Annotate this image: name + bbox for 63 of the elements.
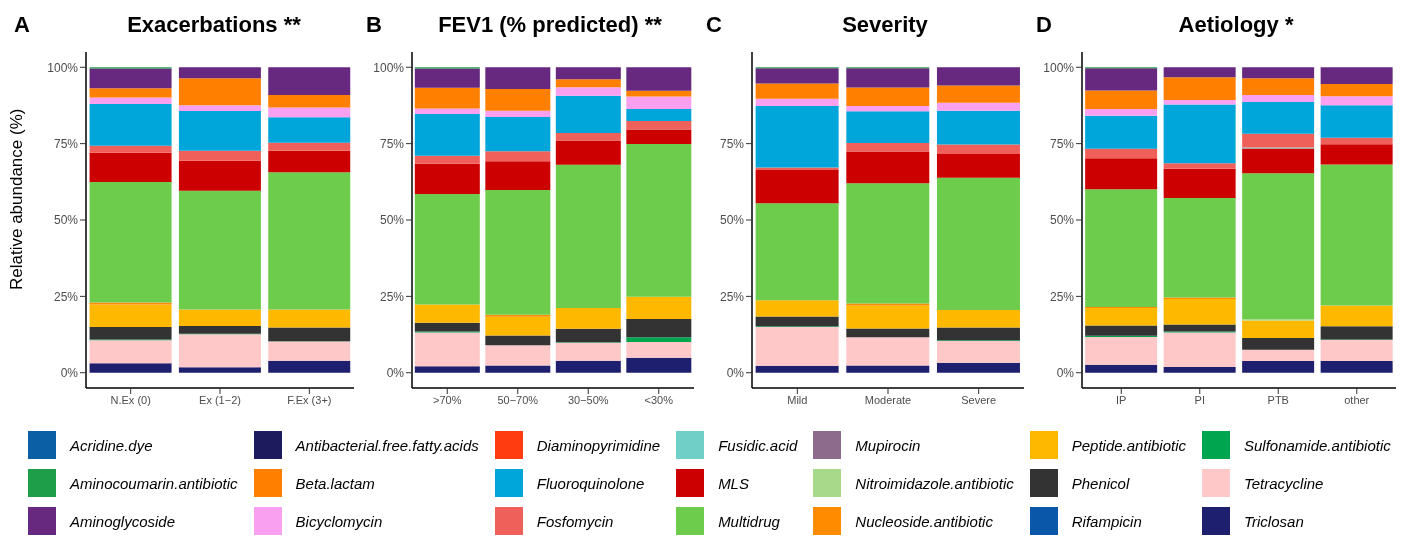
legend-label: MLS [718,474,749,492]
legend-label: Sulfonamide.antibiotic [1243,436,1391,454]
y-tick-label: 100% [47,60,79,75]
x-tick-label: 50−70% [497,393,539,406]
chart-title: Exacerbations ** [127,12,301,37]
legend-label: Rifampicin [1071,512,1142,530]
y-tick-label: 50% [719,213,745,228]
x-tick-label: 30−50% [567,393,609,406]
legend-label: Peptide.antibiotic [1071,436,1186,454]
y-tick-label: 25% [53,289,79,304]
legend-label: Fluoroquinolone [536,474,645,492]
y-tick-label: 25% [1049,289,1075,304]
legend-label: Acridine.dye [70,436,153,454]
y-tick-label: 75% [379,136,405,151]
text: B [366,12,382,38]
x-tick-label: PTB [1267,393,1289,406]
y-tick-label: 75% [1049,136,1075,151]
legend-label: Beta.lactam [295,474,375,492]
x-tick-label: PI [1194,393,1205,406]
x-tick-label: F.Ex (3+) [287,393,332,406]
legend-label: Nucleoside.antibiotic [855,512,993,530]
x-tick-label: Moderate [864,393,912,406]
y-tick-label: 0% [1056,365,1075,380]
chart-title: FEV1 (% predicted) ** [438,12,662,37]
legend-label: Antibacterial.free.fatty.acids [295,436,479,454]
legend-label: Aminocoumarin.antibiotic [70,474,238,492]
text: C [706,12,722,38]
chart-title: Severity [842,12,928,37]
text: A [14,12,30,38]
x-tick-label: other [1344,393,1370,406]
y-tick-label: 0% [726,365,745,380]
y-tick-label: 25% [719,289,745,304]
legend-label: Aminoglycoside [70,512,176,530]
y-tick-label: 50% [379,213,405,228]
legend-label: Fusidic.acid [718,436,798,454]
y-tick-label: 0% [60,365,79,380]
y-tick-label: 100% [373,60,405,75]
legend-label: Phenicol [1071,474,1130,492]
legend-label: Mupirocin [855,436,921,454]
legend-label: Bicyclomycin [295,512,383,530]
y-tick-label: 50% [53,213,79,228]
legend-label: Tetracycline [1243,474,1324,492]
legend-label: Multidrug [718,512,780,530]
y-tick-label: 75% [53,136,79,151]
y-tick-label: 50% [1049,213,1075,228]
y-tick-label: 0% [386,365,405,380]
x-tick-label: Severe [961,393,997,406]
y-tick-label: 25% [379,289,405,304]
text: D [1036,12,1052,38]
legend-label: Nitroimidazole.antibiotic [855,474,1014,492]
x-tick-label: <30% [644,393,674,406]
x-tick-label: >70% [433,393,462,406]
legend-label: Diaminopyrimidine [536,436,661,454]
y-tick-label: 75% [719,136,745,151]
legend-label: Triclosan [1243,512,1304,530]
y-axis-title: Relative abundance (%) [7,108,27,290]
chart-title: Aetiology * [1178,12,1294,37]
x-tick-label: IP [1116,393,1127,406]
y-tick-label: 100% [1043,60,1075,75]
legend-label: Fosfomycin [536,512,614,530]
x-tick-label: Mild [787,393,808,406]
x-tick-label: N.Ex (0) [110,393,151,406]
x-tick-label: Ex (1−2) [199,393,241,406]
